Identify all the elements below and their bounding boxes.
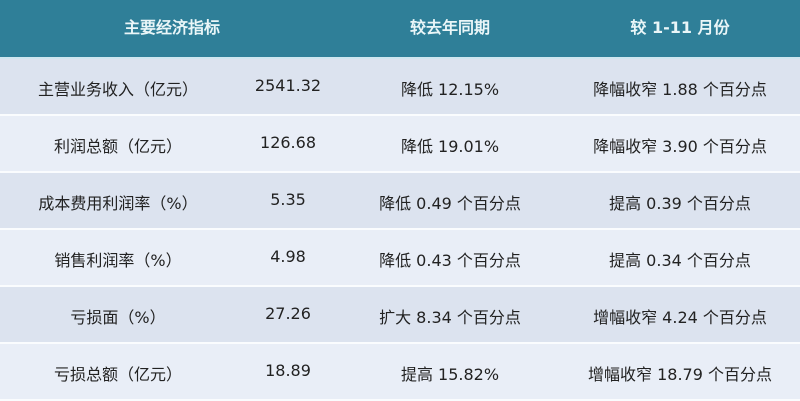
indicator-cell: 利润总额（亿元） bbox=[53, 137, 183, 156]
indicator-cell: 亏损总额（亿元） bbox=[53, 365, 183, 384]
yoy-cell: 扩大 8.34 个百分点 bbox=[379, 308, 521, 327]
table-row: 亏损面（%） 27.26 扩大 8.34 个百分点 增幅收窄 4.24 个百分点 bbox=[0, 287, 800, 344]
yoy-cell: 降低 19.01% bbox=[400, 137, 500, 156]
indicator-cell: 销售利润率（%） bbox=[54, 251, 182, 270]
header-vs-jan-nov: 较 1-11 月份 bbox=[630, 18, 730, 37]
table-header: 主要经济指标 较去年同期 较 1-11 月份 bbox=[0, 0, 800, 59]
yoy-cell: 降低 0.43 个百分点 bbox=[379, 251, 521, 270]
vs-jan-nov-cell: 增幅收窄 4.24 个百分点 bbox=[593, 308, 767, 327]
header-yoy: 较去年同期 bbox=[409, 18, 491, 37]
table-row: 主营业务收入（亿元） 2541.32 降低 12.15% 降幅收窄 1.88 个百分点 bbox=[0, 59, 800, 116]
value-cell: 4.98 bbox=[270, 247, 306, 266]
value-cell: 27.26 bbox=[265, 304, 311, 323]
value-cell: 126.68 bbox=[260, 133, 316, 152]
table-row: 亏损总额（亿元） 18.89 提高 15.82% 增幅收窄 18.79 个百分点 bbox=[0, 344, 800, 401]
value-cell: 5.35 bbox=[270, 190, 306, 209]
value-cell: 2541.32 bbox=[254, 76, 322, 95]
vs-jan-nov-cell: 提高 0.39 个百分点 bbox=[609, 194, 751, 213]
vs-jan-nov-cell: 降幅收窄 1.88 个百分点 bbox=[593, 80, 767, 99]
vs-jan-nov-cell: 降幅收窄 3.90 个百分点 bbox=[593, 137, 767, 156]
yoy-cell: 降低 0.49 个百分点 bbox=[379, 194, 521, 213]
vs-jan-nov-cell: 增幅收窄 18.79 个百分点 bbox=[588, 365, 772, 384]
header-indicator: 主要经济指标 bbox=[123, 18, 221, 37]
value-cell: 18.89 bbox=[265, 361, 311, 380]
indicator-cell: 亏损面（%） bbox=[70, 308, 166, 327]
yoy-cell: 降低 12.15% bbox=[400, 80, 500, 99]
yoy-cell: 提高 15.82% bbox=[400, 365, 500, 384]
indicator-cell: 主营业务收入（亿元） bbox=[37, 80, 199, 99]
table-row: 成本费用利润率（%） 5.35 降低 0.49 个百分点 提高 0.39 个百分点 bbox=[0, 173, 800, 230]
vs-jan-nov-cell: 提高 0.34 个百分点 bbox=[609, 251, 751, 270]
table-row: 利润总额（亿元） 126.68 降低 19.01% 降幅收窄 3.90 个百分点 bbox=[0, 116, 800, 173]
indicator-cell: 成本费用利润率（%） bbox=[38, 194, 198, 213]
table-row: 销售利润率（%） 4.98 降低 0.43 个百分点 提高 0.34 个百分点 bbox=[0, 230, 800, 287]
